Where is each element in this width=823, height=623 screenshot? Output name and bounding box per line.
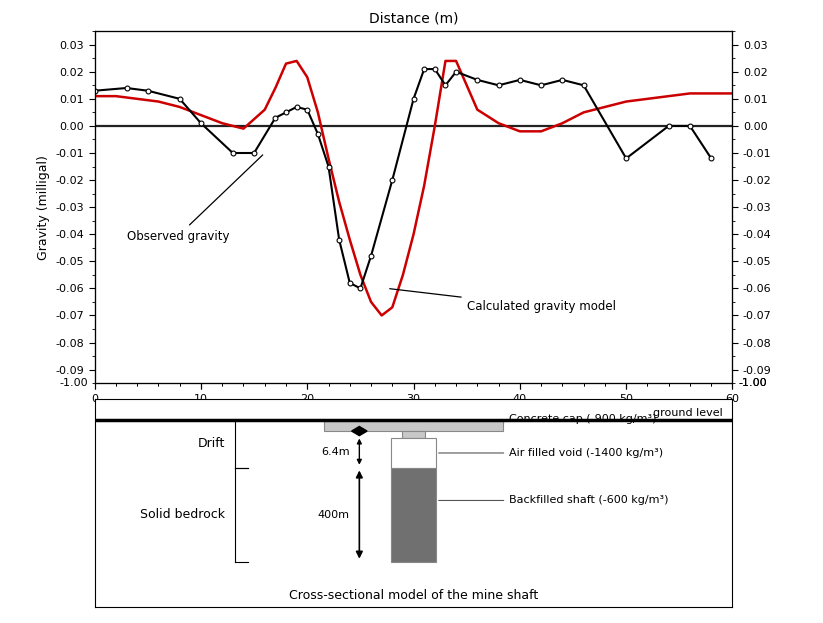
Text: Cross-sectional model of the mine shaft: Cross-sectional model of the mine shaft <box>289 589 538 602</box>
Text: 400m: 400m <box>318 510 350 520</box>
Bar <box>391 439 436 468</box>
Polygon shape <box>351 427 367 435</box>
Text: Air filled void (-1400 kg/m³): Air filled void (-1400 kg/m³) <box>439 448 663 458</box>
Text: Drift: Drift <box>198 437 226 450</box>
Text: Concrete cap (-900 kg/m³): Concrete cap (-900 kg/m³) <box>461 414 657 425</box>
Text: Solid bedrock: Solid bedrock <box>141 508 226 521</box>
Text: Calculated gravity model: Calculated gravity model <box>390 288 616 313</box>
Bar <box>402 431 425 439</box>
Y-axis label: Gravity (milligal): Gravity (milligal) <box>37 155 50 260</box>
Bar <box>324 420 503 431</box>
X-axis label: Distance (m): Distance (m) <box>369 12 458 26</box>
Text: -1.00: -1.00 <box>739 378 768 388</box>
Text: -1.00: -1.00 <box>59 378 88 388</box>
Text: -1.00: -1.00 <box>739 378 768 388</box>
Bar <box>391 468 436 561</box>
Text: Backfilled shaft (-600 kg/m³): Backfilled shaft (-600 kg/m³) <box>439 495 669 505</box>
Text: ground level: ground level <box>653 407 723 417</box>
Text: 1m: 1m <box>332 421 350 430</box>
Text: Observed gravity: Observed gravity <box>127 155 263 242</box>
Text: 6.4m: 6.4m <box>321 447 350 457</box>
